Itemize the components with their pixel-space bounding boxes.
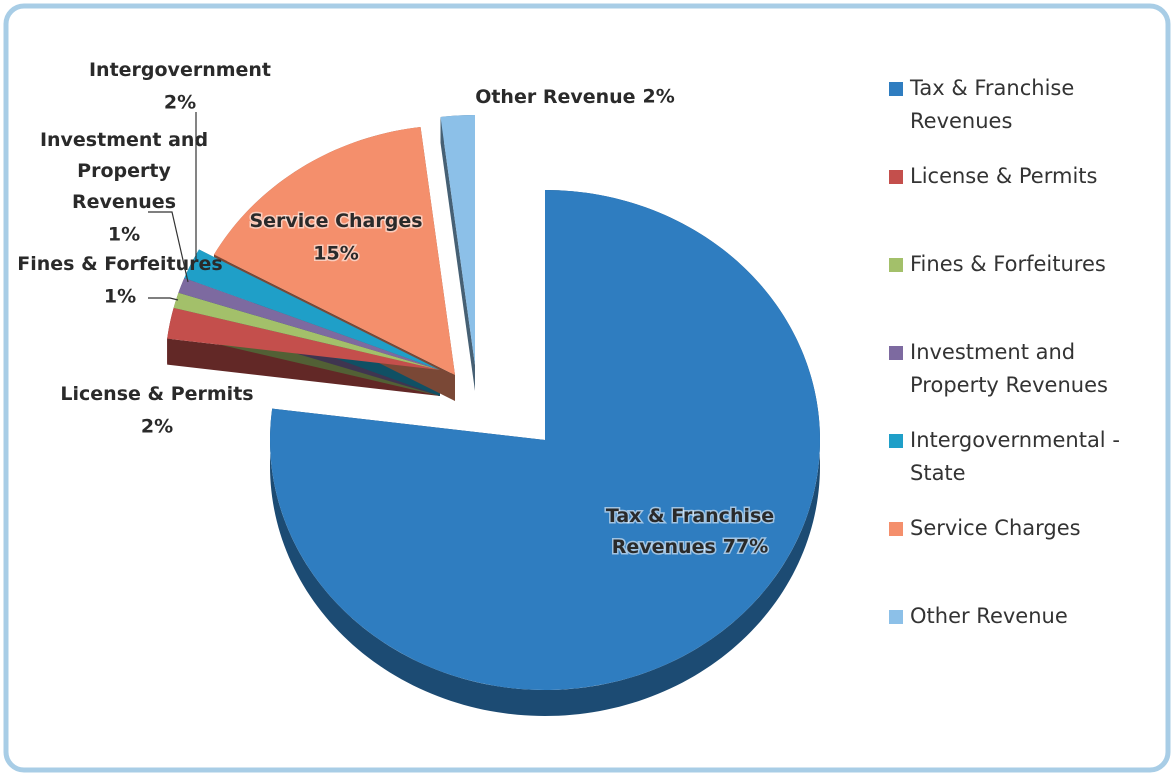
leader-line	[148, 211, 189, 283]
legend-line: Tax & Franchise	[909, 76, 1074, 100]
slice	[440, 115, 475, 365]
label-line: Fines & Forfeitures	[17, 253, 222, 275]
legend-line: Fines & Forfeitures	[910, 252, 1106, 276]
legend-label: License & Permits	[910, 164, 1097, 188]
legend-label: Intergovernmental - State	[910, 428, 1120, 485]
legend-line: Investment and	[910, 340, 1075, 364]
slice	[270, 190, 820, 691]
legend-line: Service Charges	[910, 516, 1081, 540]
legend-line: License & Permits	[910, 164, 1097, 188]
label-line: Revenues	[612, 536, 716, 558]
legend-swatch	[889, 434, 903, 448]
data-label-value: 2%	[164, 92, 196, 114]
data-label-value: 1%	[104, 286, 136, 308]
slice	[184, 249, 440, 370]
data-label-name: Fines & Forfeitures	[17, 253, 222, 275]
slice	[178, 277, 440, 370]
slice	[173, 292, 440, 370]
slice-tops	[167, 115, 820, 691]
slice	[167, 307, 440, 370]
label-line: Service Charges	[249, 210, 422, 232]
data-label-name: Intergovernment	[89, 59, 271, 81]
legend-swatch	[889, 522, 903, 536]
slice-edge	[440, 116, 475, 392]
legend-label: Other Revenue	[910, 604, 1068, 628]
data-label-name: Investment and Property Revenues	[40, 129, 208, 213]
data-label-name: Tax & Franchise Revenues	[606, 505, 774, 558]
legend-line: Intergovernmental -	[910, 428, 1120, 452]
label-line: Tax & Franchise	[606, 505, 774, 527]
slice	[214, 126, 455, 376]
data-labels: Tax & Franchise Revenues 77% License & Perm…	[17, 59, 775, 560]
data-label-value: 2%	[643, 86, 675, 108]
legend-swatch	[889, 82, 903, 96]
data-label-value: 2%	[141, 416, 173, 438]
data-label-name: Service Charges	[249, 210, 422, 232]
legend-swatch	[889, 170, 903, 184]
legend-label: Fines & Forfeitures	[910, 252, 1106, 276]
label-line: Intergovernment	[89, 59, 271, 81]
legend-line: Revenues	[910, 109, 1012, 133]
legend-line: Property Revenues	[910, 373, 1108, 397]
data-label-value: 15%	[313, 243, 358, 265]
legend-swatch	[889, 346, 903, 360]
legend-line: Other Revenue	[910, 604, 1068, 628]
label-line: Property	[77, 160, 171, 182]
data-label-value: 1%	[108, 224, 140, 246]
data-label-name: Other Revenue	[475, 86, 635, 108]
label-line: Other Revenue	[475, 86, 635, 108]
slice-edge	[167, 338, 440, 396]
legend: Tax & Franchise Revenues License & Permits…	[889, 76, 1120, 628]
label-line: License & Permits	[60, 383, 253, 405]
legend-label: Service Charges	[910, 516, 1081, 540]
legend-label: Investment and Property Revenues	[910, 340, 1108, 397]
data-label-name: License & Permits	[60, 383, 253, 405]
legend-label: Tax & Franchise Revenues	[909, 76, 1074, 133]
label-line: Revenues	[72, 191, 176, 213]
legend-swatch	[889, 258, 903, 272]
label-line: Investment and	[40, 129, 208, 151]
legend-line: State	[910, 461, 966, 485]
data-label-value: 77%	[723, 536, 768, 558]
legend-swatch	[889, 610, 903, 624]
leader-line	[148, 297, 179, 301]
